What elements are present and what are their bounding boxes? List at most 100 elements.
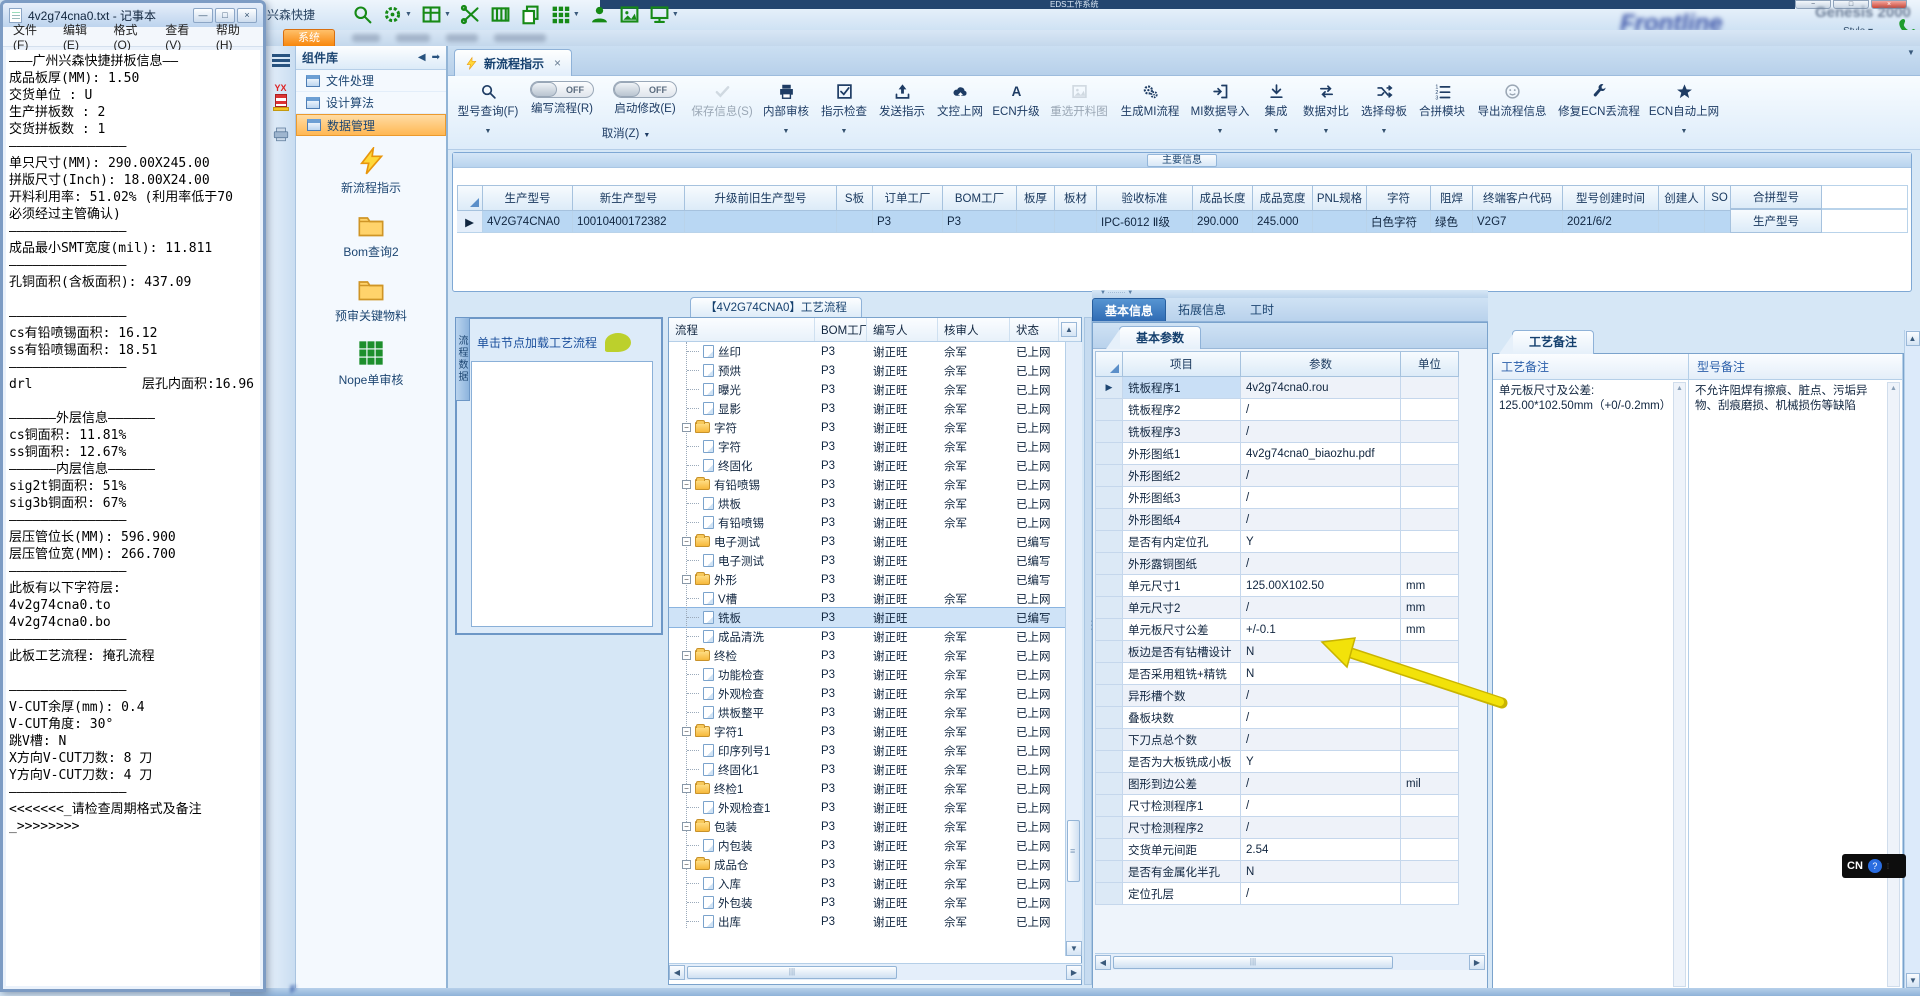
col-header-PNL规格[interactable]: PNL规格 [1313, 185, 1367, 211]
col-header-验收标准[interactable]: 验收标准 [1097, 185, 1193, 211]
ribbon-button-型号查询(F)[interactable]: 型号查询(F) ▼ [455, 78, 521, 136]
ribbon-button-发送指示[interactable]: 发送指示 [873, 78, 931, 136]
tree-row-预烘[interactable]: 预烘 P3 谢正旺 佘军 已上网 [669, 361, 1065, 380]
minimize-button[interactable]: − [1795, 0, 1831, 9]
ribbon-button-MI数据导入[interactable]: MI数据导入 ▼ [1185, 78, 1255, 136]
tab-工时[interactable]: 工时 [1250, 303, 1275, 317]
tree-row-出库[interactable]: 出库 P3 谢正旺 佘军 已上网 [669, 912, 1065, 931]
sidebar-item-设计算法[interactable]: 设计算法 [296, 92, 446, 114]
collapse-icon[interactable]: − [682, 480, 691, 489]
language-bar-grip[interactable]: ⁞ [1886, 861, 1891, 871]
menu-format[interactable]: 格式(O) [113, 23, 138, 52]
language-bar[interactable]: CN ? ⁞ [1842, 854, 1906, 878]
col-header-终端客户代码[interactable]: 终端客户代码 [1473, 185, 1563, 211]
menu-view[interactable]: 查看(V) [165, 23, 190, 52]
tree-col-核审人[interactable]: 核审人 [938, 318, 1010, 341]
tree-row-电子测试[interactable]: 电子测试 P3 谢正旺 已编写 [669, 551, 1065, 570]
col-header-生产型号[interactable]: 生产型号 [483, 185, 573, 211]
tab-new-flow-instruction[interactable]: 新流程指示 × [454, 49, 573, 76]
tree-row-成品清洗[interactable]: 成品清洗 P3 谢正旺 佘军 已上网 [669, 627, 1065, 646]
param-row-定位孔层[interactable]: 定位孔层 / [1095, 883, 1475, 905]
flow-hint-listbox[interactable] [471, 361, 653, 627]
param-row-是否有内定位孔[interactable]: 是否有内定位孔 Y [1095, 531, 1475, 553]
notepad-minimize-button[interactable]: — [193, 7, 213, 23]
menu-help[interactable]: 帮助(H) [215, 23, 240, 52]
remark-scrollbar[interactable] [1673, 382, 1686, 987]
param-hscrollbar[interactable]: ◀ ▶ [1095, 953, 1485, 970]
toggle-启动修改(E)[interactable]: OFF 启动修改(E) [603, 78, 687, 133]
ribbon-button-集成[interactable]: 集成 ▼ [1255, 78, 1297, 136]
col-header-板材[interactable]: 板材 [1055, 185, 1097, 211]
hamburger-menu-icon[interactable] [271, 54, 290, 67]
param-row-尺寸检测程序2[interactable]: 尺寸检测程序2/ [1095, 817, 1475, 839]
tree-hscrollbar[interactable]: ◀ ▶ [669, 963, 1082, 980]
param-row-异形槽个数[interactable]: 异形槽个数 / [1095, 685, 1475, 707]
tree-row-外观检查[interactable]: 外观检查 P3 谢正旺 佘军 已上网 [669, 684, 1065, 703]
tree-row-V槽[interactable]: V槽 P3 谢正旺 佘军 已上网 [669, 589, 1065, 608]
ribbon-button-指示检查[interactable]: 指示检查 ▼ [815, 78, 873, 136]
collapse-icon[interactable]: − [682, 860, 691, 869]
maximize-button[interactable]: □ [1833, 0, 1869, 9]
param-row-单元尺寸1[interactable]: 单元尺寸1 125.00X102.50 mm [1095, 575, 1475, 597]
collapse-icon[interactable]: − [682, 651, 691, 660]
ribbon-button-ECN升级[interactable]: A ECN升级 [989, 78, 1043, 136]
tree-row-入库[interactable]: 入库 P3 谢正旺 佘军 已上网 [669, 874, 1065, 893]
col-header-S板[interactable]: S板 [837, 185, 873, 211]
notepad-restore-button[interactable]: □ [215, 7, 235, 23]
tree-row-烘板[interactable]: 烘板 P3 谢正旺 佘军 已上网 [669, 494, 1065, 513]
param-row-铣板程序1[interactable]: ▶ 铣板程序1 4v2g74cna0.rou [1095, 377, 1475, 399]
tree-row-有铅喷锡[interactable]: − 有铅喷锡 P3 谢正旺 佘军 已上网 [669, 475, 1065, 494]
tree-row-字符1[interactable]: − 字符1 P3 谢正旺 佘军 已上网 [669, 722, 1065, 741]
param-row-是否采用粗铣+精铣[interactable]: 是否采用粗铣+精铣 N [1095, 663, 1475, 685]
tree-row-字符[interactable]: 字符 P3 谢正旺 佘军 已上网 [669, 437, 1065, 456]
col-header-板厚[interactable]: 板厚 [1017, 185, 1055, 211]
toggle-switch[interactable]: OFF [613, 81, 677, 98]
process-remark-cell[interactable]: 单元板尺寸及公差: 125.00*102.50mm（+0/-0.2mm） [1493, 380, 1689, 989]
toggle-switch[interactable]: OFF [530, 81, 594, 98]
param-row-板边是否有钻槽设计[interactable]: 板边是否有钻槽设计 N [1095, 641, 1475, 663]
remark-scrollbar[interactable] [1887, 382, 1900, 987]
param-col-marker[interactable] [1095, 351, 1123, 377]
notepad-title-bar[interactable]: 4v2g74cna0.txt - 记事本 — □ × [3, 3, 263, 27]
col-header-成品长度[interactable]: 成品长度 [1193, 185, 1253, 211]
collapse-icon[interactable]: − [682, 423, 691, 432]
menu-file[interactable]: 文件(F) [13, 23, 38, 52]
col-header-marker[interactable] [457, 185, 483, 211]
tree-row-成品仓[interactable]: − 成品仓 P3 谢正旺 佘军 已上网 [669, 855, 1065, 874]
col-header-型号创建时间[interactable]: 型号创建时间 [1563, 185, 1659, 211]
tab-拓展信息[interactable]: 拓展信息 [1178, 303, 1227, 317]
tool-Nope单审核[interactable]: Nope单审核 [339, 338, 403, 388]
param-row-是否有金属化半孔[interactable]: 是否有金属化半孔 N [1095, 861, 1475, 883]
tree-row-烘板整平[interactable]: 烘板整平 P3 谢正旺 佘军 已上网 [669, 703, 1065, 722]
tree-row-外观检查1[interactable]: 外观检查1 P3 谢正旺 佘军 已上网 [669, 798, 1065, 817]
panel-grip[interactable]: ▼ ········· ▼ [1092, 290, 1488, 298]
collapse-icon[interactable]: − [682, 575, 691, 584]
ribbon-overflow-icon[interactable]: ▼ [1907, 48, 1915, 57]
ribbon-button-数据对比[interactable]: 数据对比 ▼ [1297, 78, 1355, 136]
ribbon-button-保存信息(S)[interactable]: 保存信息(S) [687, 78, 757, 136]
param-row-下刀点总个数[interactable]: 下刀点总个数 / [1095, 729, 1475, 751]
tree-row-终检[interactable]: − 终检 P3 谢正旺 佘军 已上网 [669, 646, 1065, 665]
model-remark-cell[interactable]: 不允许阻焊有擦痕、脏点、污垢异物、刮痕磨损、机械损伤等缺陷 [1689, 380, 1903, 989]
machine-icon[interactable] [272, 125, 290, 142]
collapse-icon[interactable]: − [682, 537, 691, 546]
sidebar-item-数据管理[interactable]: 数据管理 [296, 114, 446, 136]
select-all-icon[interactable] [1110, 364, 1119, 373]
nav-right-icon[interactable]: ➡ [431, 52, 440, 63]
user-icon[interactable] [589, 4, 610, 25]
tree-col-状态[interactable]: 状态 [1010, 318, 1059, 341]
flow-side-tab[interactable]: 流程数据 [455, 317, 470, 401]
notepad-text-area[interactable]: ———广州兴森快捷拼板信息—— 成品板厚(MM): 1.50 交货单位 : U … [6, 50, 260, 986]
param-col-单位[interactable]: 单位 [1401, 351, 1459, 377]
param-row-外形图纸1[interactable]: 外形图纸1 4v2g74cna0_biaozhu.pdf [1095, 443, 1475, 465]
param-row-铣板程序3[interactable]: 铣板程序3/ [1095, 421, 1475, 443]
table-icon[interactable]: ▼ [421, 4, 451, 25]
copy-icon[interactable] [520, 4, 541, 25]
ribbon-button-文控上网[interactable]: 文控上网 [931, 78, 989, 136]
param-row-叠板块数[interactable]: 叠板块数 / [1095, 707, 1475, 729]
close-tab-icon[interactable]: × [554, 56, 562, 70]
tree-row-终固化1[interactable]: 终固化1 P3 谢正旺 佘军 已上网 [669, 760, 1065, 779]
ribbon-button-内部审核[interactable]: 内部审核 ▼ [757, 78, 815, 136]
col-header-新生产型号[interactable]: 新生产型号 [573, 185, 685, 211]
ribbon-button-导出流程信息[interactable]: 导出流程信息 [1471, 78, 1553, 136]
